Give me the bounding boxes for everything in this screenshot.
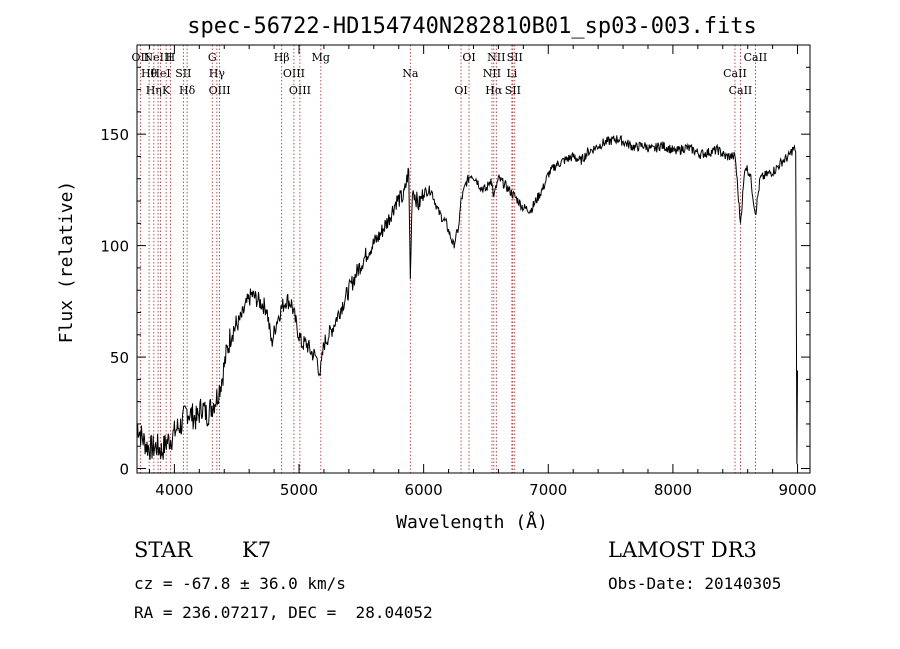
line-label: SII [175,67,191,80]
object-class: STAR [134,538,193,562]
line-label: Mg [312,51,330,64]
object-subclass: K7 [242,538,272,562]
line-label: SII [507,51,523,64]
line-label: CaII [729,84,753,97]
plot-frame [136,44,811,474]
line-label: Hγ [209,67,226,80]
line-label: Hδ [179,84,196,97]
line-label: OIII [289,84,311,97]
x-tick-label: 9000 [778,481,816,499]
x-tick-label: 7000 [529,481,567,499]
line-label: HeI [150,67,170,80]
y-tick-label: 150 [100,126,129,144]
y-tick-label: 100 [100,238,129,256]
line-label: Na [402,67,419,80]
survey-release: LAMOST DR3 [608,538,757,562]
line-label: Hβ [274,51,290,64]
line-label: NII [487,51,505,64]
spectrum-chart: spec-56722-HD154740N282810B01_sp03-003.f… [56,14,817,530]
line-label: OIII [283,67,305,80]
spectrum-line [136,135,798,465]
line-label: OII [132,51,150,64]
line-label: Hη [146,84,162,97]
line-label: H [166,51,176,64]
y-axis-ticks: 0 50 100 150 [100,66,810,479]
line-label: Li [506,67,517,80]
line-label: CaII [744,51,768,64]
x-tick-label: 6000 [405,481,443,499]
x-axis-ticks: 4000 5000 6000 7000 8000 9000 [148,45,817,499]
y-tick-label: 0 [119,461,129,479]
line-label: CaII [723,67,747,80]
line-label: G [208,51,217,64]
x-tick-label: 8000 [654,481,692,499]
redshift-velocity: cz = -67.8 ± 36.0 km/s [134,574,346,593]
chart-title: spec-56722-HD154740N282810B01_sp03-003.f… [187,14,757,39]
line-label: Hα [485,84,503,97]
x-axis-label: Wavelength (Å) [396,511,548,530]
coordinates: RA = 236.07217, DEC = 28.04052 [134,603,433,622]
x-tick-label: 4000 [155,481,193,499]
line-label: OI [462,51,475,64]
line-label: NII [483,67,501,80]
line-label: OI [454,84,467,97]
line-label: K [162,84,171,97]
line-label: NeIII [143,51,172,64]
x-tick-label: 5000 [280,481,318,499]
line-label: OIII [209,84,231,97]
spectral-line-markers [139,45,756,473]
line-label: Hθ [141,67,158,80]
observation-date: Obs-Date: 20140305 [608,574,782,593]
y-axis-label: Flux (relative) [56,181,77,344]
line-label: SII [505,84,521,97]
spectral-line-labels: OII Hθ Hη NeIII HeI K H SII Hδ G Hγ OIII Hβ OIII OIII M… [132,51,768,97]
y-tick-label: 50 [110,349,129,367]
